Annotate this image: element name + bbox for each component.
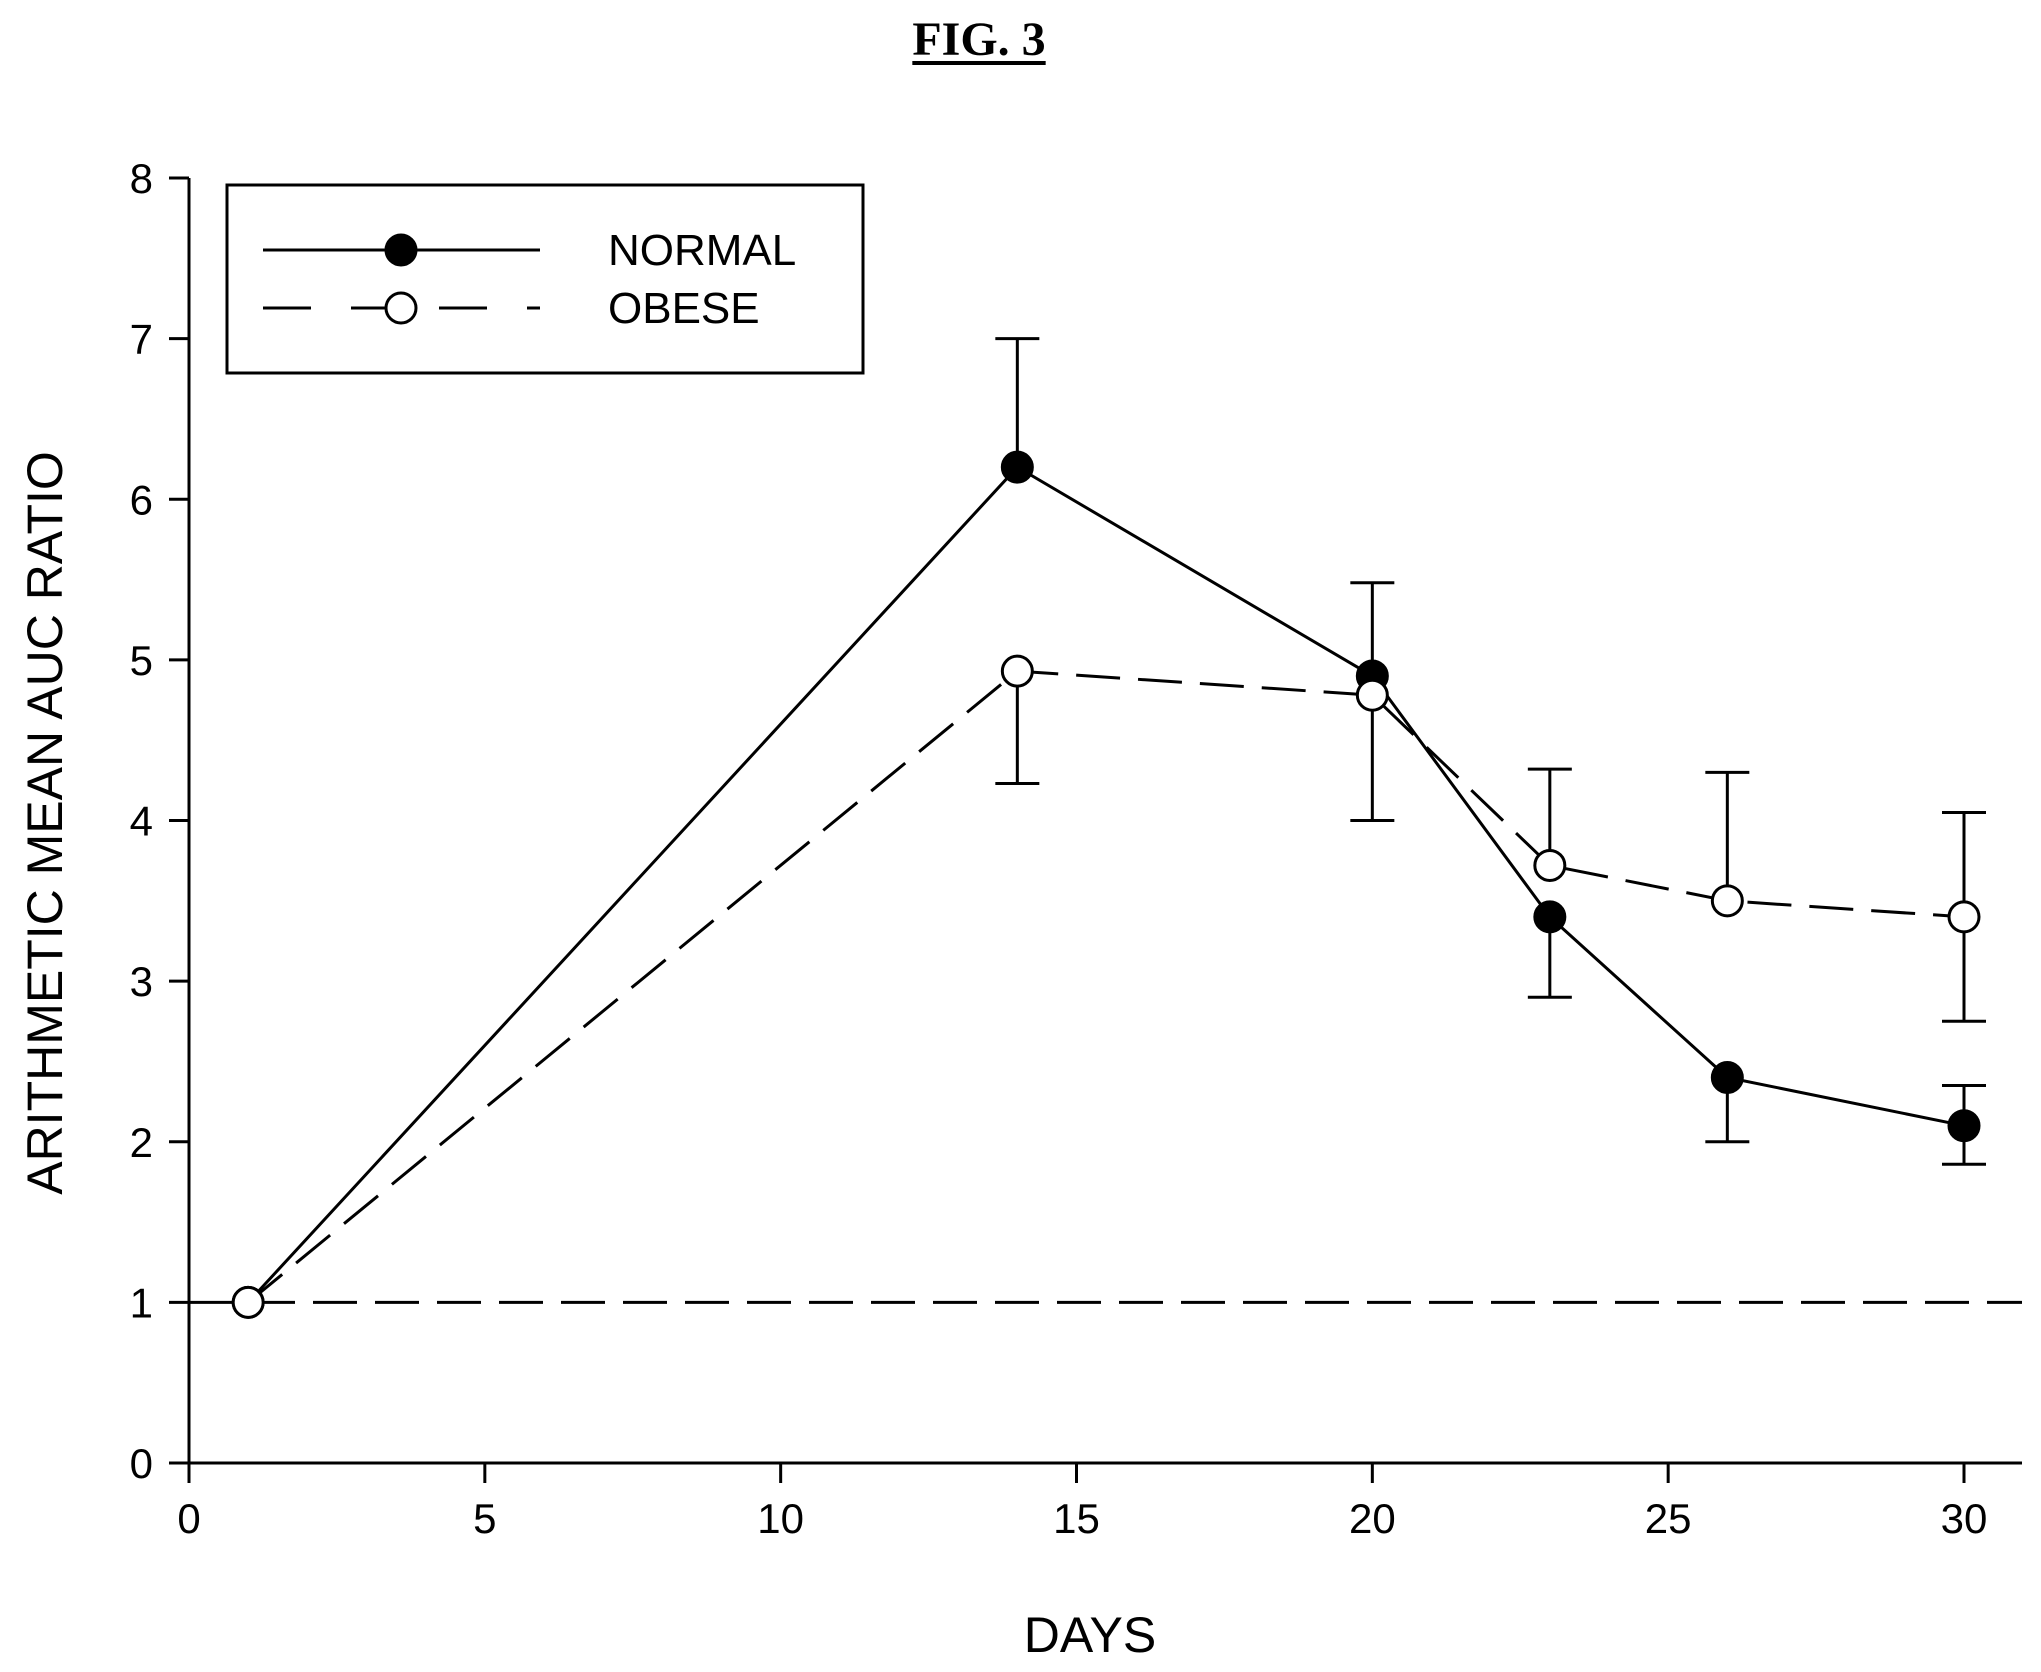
- x-tick-label-30: 30: [1941, 1495, 1988, 1542]
- data-point-obese-26: [1710, 884, 1744, 918]
- data-point-normal-26: [1710, 1061, 1744, 1094]
- data-point-obese-30: [1947, 900, 1981, 934]
- series-normal: [247, 337, 1986, 1304]
- y-tick-label-4: 4: [130, 798, 153, 845]
- x-tick-label-0: 0: [177, 1495, 200, 1542]
- x-tick-label-25: 25: [1645, 1495, 1692, 1542]
- axes: 0 1 2 3 4 5 6 7 8 0 5 10 15 20 25 30: [130, 155, 2022, 1542]
- legend: NORMAL OBESE: [225, 183, 865, 375]
- y-tick-label-0: 0: [130, 1440, 153, 1487]
- x-tick-label-10: 10: [757, 1495, 804, 1542]
- series-line-normal: [247, 465, 1965, 1304]
- y-tick-label-1: 1: [130, 1279, 153, 1326]
- y-tick-label-2: 2: [130, 1119, 153, 1166]
- data-point-normal-14: [1000, 450, 1034, 484]
- series-obese: [247, 669, 1986, 1304]
- data-point-obese-20: [1355, 678, 1389, 712]
- data-point-obese-14: [1000, 654, 1034, 688]
- legend-box: [225, 183, 865, 375]
- y-tick-label-3: 3: [130, 958, 153, 1005]
- data-point-obese-1: [231, 1285, 265, 1319]
- legend-marker-normal: [384, 233, 418, 267]
- x-axis-label: DAYS: [1024, 1607, 1156, 1663]
- data-point-normal-30: [1947, 1109, 1981, 1143]
- legend-label-normal: NORMAL: [608, 226, 796, 275]
- data-point-obese-23: [1533, 848, 1567, 882]
- y-tick-label-7: 7: [130, 316, 153, 363]
- legend-label-obese: OBESE: [608, 284, 760, 333]
- y-axis-label: ARITHMETIC MEAN AUC RATIO: [17, 451, 73, 1195]
- figure-title: FIG. 3: [912, 13, 1046, 66]
- legend-marker-obese: [384, 291, 418, 325]
- series-layer: [231, 337, 1986, 1319]
- x-tick-label-20: 20: [1349, 1495, 1396, 1542]
- x-tick-label-5: 5: [473, 1495, 496, 1542]
- data-point-normal-23: [1533, 900, 1567, 934]
- y-tick-label-6: 6: [130, 476, 153, 523]
- markers-normal: [231, 450, 1981, 1319]
- series-line-obese: [247, 669, 1965, 1304]
- y-tick-label-8: 8: [130, 155, 153, 202]
- markers-obese: [231, 654, 1981, 1319]
- y-tick-label-5: 5: [130, 637, 153, 684]
- x-tick-label-15: 15: [1053, 1495, 1100, 1542]
